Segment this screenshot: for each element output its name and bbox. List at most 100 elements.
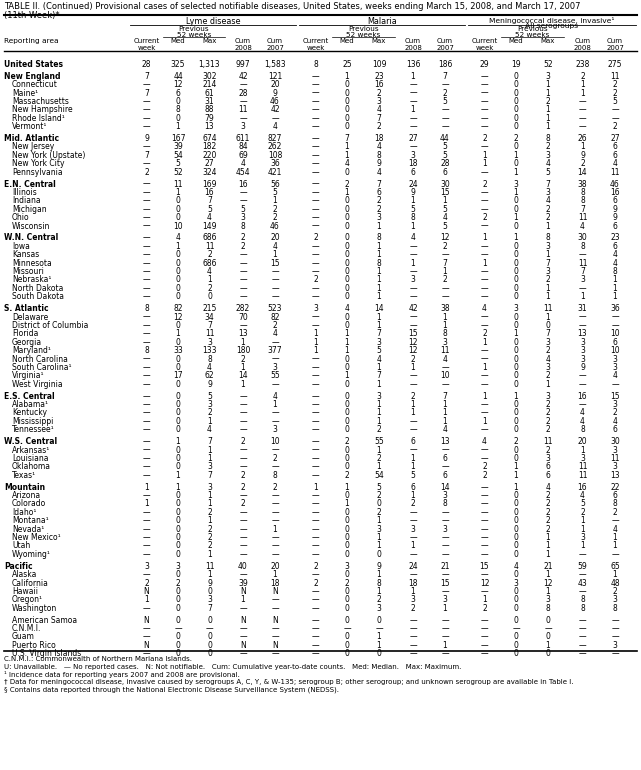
Text: U: Unavailable.   — No reported cases.   N: Not notifiable.   Cum: Cumulative ye: U: Unavailable. — No reported cases. N: … (4, 664, 462, 670)
Text: Massachusetts: Massachusetts (12, 97, 69, 106)
Text: Iowa: Iowa (12, 242, 30, 251)
Text: —: — (409, 446, 417, 454)
Text: —: — (481, 250, 488, 259)
Text: —: — (239, 188, 247, 197)
Text: 4: 4 (207, 425, 212, 434)
Text: 2: 2 (345, 179, 349, 189)
Text: 0: 0 (176, 524, 180, 534)
Text: —: — (312, 470, 319, 480)
Text: 6: 6 (613, 222, 617, 230)
Text: 1: 1 (377, 533, 381, 542)
Text: 2: 2 (377, 425, 381, 434)
Text: 0: 0 (345, 80, 349, 89)
Text: 10: 10 (610, 330, 620, 338)
Text: 1: 1 (176, 242, 180, 251)
Text: —: — (441, 550, 449, 559)
Text: —: — (481, 533, 488, 542)
Text: —: — (143, 417, 150, 426)
Text: Tennessee¹: Tennessee¹ (12, 425, 54, 434)
Text: 1: 1 (176, 188, 180, 197)
Text: —: — (481, 284, 488, 293)
Text: 0: 0 (345, 400, 349, 409)
Text: —: — (441, 363, 449, 372)
Text: —: — (312, 604, 319, 613)
Text: —: — (409, 250, 417, 259)
Text: —: — (312, 463, 319, 471)
Text: —: — (375, 624, 383, 633)
Text: 69: 69 (238, 151, 248, 160)
Text: 0: 0 (345, 321, 349, 330)
Text: 2: 2 (377, 122, 381, 131)
Text: U.S. Virgin Islands: U.S. Virgin Islands (12, 649, 81, 658)
Text: —: — (409, 508, 417, 517)
Text: Max: Max (203, 38, 217, 44)
Text: 19: 19 (511, 60, 520, 69)
Text: —: — (143, 293, 150, 301)
Text: 3: 3 (272, 363, 278, 372)
Text: 1: 1 (411, 463, 415, 471)
Text: 0: 0 (513, 89, 519, 98)
Text: —: — (312, 250, 319, 259)
Text: 2: 2 (240, 483, 246, 492)
Text: 1: 1 (411, 363, 415, 372)
Text: —: — (239, 392, 247, 400)
Text: 1: 1 (377, 222, 381, 230)
Text: 27: 27 (204, 159, 214, 169)
Text: —: — (579, 632, 587, 641)
Text: 0: 0 (176, 446, 180, 454)
Text: 9: 9 (272, 89, 278, 98)
Text: 0: 0 (513, 446, 519, 454)
Text: 1: 1 (207, 550, 212, 559)
Text: —: — (312, 134, 319, 143)
Text: —: — (239, 425, 247, 434)
Text: —: — (481, 571, 488, 579)
Text: 1,583: 1,583 (264, 60, 286, 69)
Text: 1: 1 (377, 417, 381, 426)
Text: 8: 8 (580, 196, 585, 206)
Text: 1: 1 (482, 159, 487, 169)
Text: 1: 1 (443, 267, 447, 276)
Text: —: — (481, 371, 488, 380)
Text: Kentucky: Kentucky (12, 409, 47, 417)
Text: —: — (312, 80, 319, 89)
Text: —: — (409, 624, 417, 633)
Text: —: — (143, 338, 150, 346)
Text: 5: 5 (613, 97, 617, 106)
Text: 3: 3 (613, 363, 617, 372)
Text: N: N (144, 616, 149, 624)
Text: —: — (143, 363, 150, 372)
Text: 1: 1 (345, 500, 349, 508)
Text: 12: 12 (408, 346, 418, 355)
Text: New Hampshire: New Hampshire (12, 105, 72, 115)
Text: 1: 1 (545, 541, 551, 551)
Text: Missouri: Missouri (12, 267, 44, 276)
Text: 1: 1 (513, 168, 519, 176)
Text: 27: 27 (610, 134, 620, 143)
Text: —: — (409, 641, 417, 650)
Text: 3: 3 (613, 641, 617, 650)
Text: 0: 0 (176, 533, 180, 542)
Text: 0: 0 (513, 250, 519, 259)
Text: 1: 1 (377, 446, 381, 454)
Text: —: — (481, 425, 488, 434)
Text: 2: 2 (377, 491, 381, 500)
Text: —: — (481, 550, 488, 559)
Text: 0: 0 (513, 205, 519, 214)
Text: —: — (481, 355, 488, 363)
Text: 38: 38 (578, 179, 587, 189)
Text: Maryland¹: Maryland¹ (12, 346, 51, 355)
Text: —: — (409, 417, 417, 426)
Text: —: — (143, 321, 150, 330)
Text: 18: 18 (408, 159, 418, 169)
Text: 11: 11 (578, 470, 587, 480)
Text: 2: 2 (240, 233, 246, 243)
Text: 0: 0 (207, 616, 212, 624)
Text: 8: 8 (313, 60, 318, 69)
Text: 0: 0 (513, 409, 519, 417)
Text: 4: 4 (613, 250, 617, 259)
Text: 12: 12 (408, 338, 418, 346)
Text: 11: 11 (238, 105, 248, 115)
Text: 1: 1 (580, 446, 585, 454)
Text: 70: 70 (238, 313, 248, 322)
Text: —: — (579, 649, 587, 658)
